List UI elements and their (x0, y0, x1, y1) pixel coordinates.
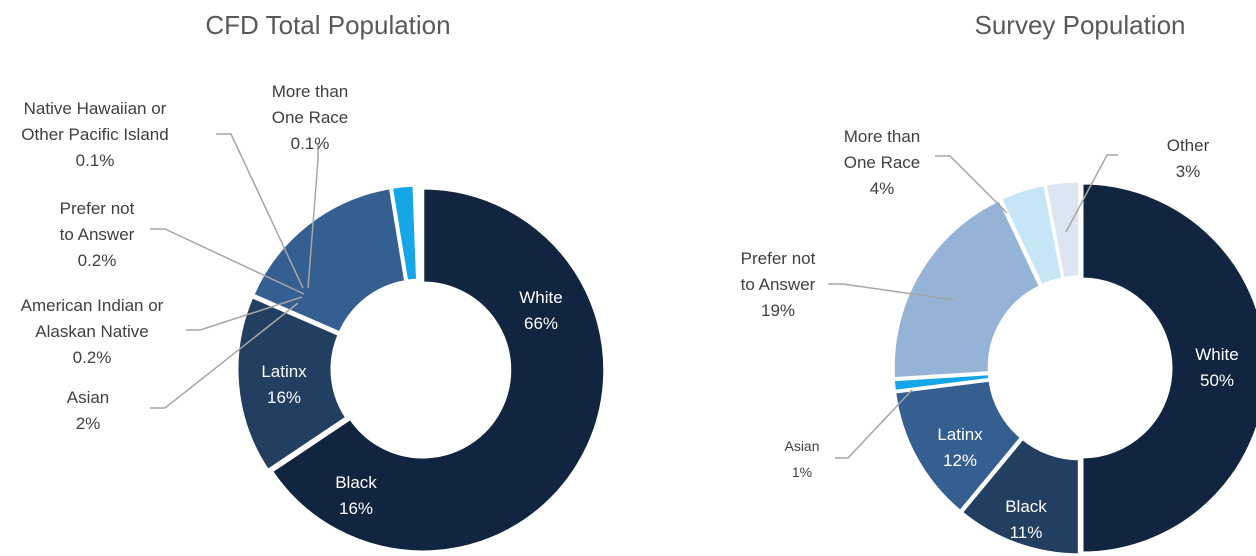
data-label-other: Other 3% (1167, 136, 1210, 181)
data-label-name: American Indian or (21, 296, 164, 315)
data-label-name: Alaskan Native (35, 322, 148, 341)
data-label-name: Latinx (261, 362, 307, 381)
data-label-name: More than (272, 82, 349, 101)
data-label-name: Black (335, 473, 377, 492)
leader-line-native-hawaiian-or-other-pacific-island (216, 133, 304, 289)
data-label-name: Black (1005, 497, 1047, 516)
donut-chart-2: Survey Population White 50% Black 11% Latinx 1… (741, 10, 1256, 556)
data-label-asian: Asian 1% (784, 438, 819, 480)
chart-title: Survey Population (974, 10, 1185, 40)
data-label-name: Other (1167, 136, 1210, 155)
data-labels: White 50% Black 11% Latinx 12% Asian 1% Prefer n… (741, 127, 1239, 542)
data-label-value: 11% (1010, 523, 1043, 542)
data-label-value: 12% (943, 451, 977, 470)
leader-line-asian (150, 302, 299, 409)
leader-line-prefer-not-to-answer (150, 228, 305, 295)
data-label-value: 3% (1176, 162, 1201, 181)
slice-prefer-not-to-answer (891, 197, 1043, 381)
data-label-value: 2% (76, 414, 101, 433)
data-label-value: 0.2% (73, 348, 112, 367)
data-label-value: 4% (870, 179, 895, 198)
leader-line-asian (835, 389, 913, 459)
data-label-american-indian-or-alaskan-native: American Indian or Alaskan Native 0.2% (21, 296, 164, 367)
data-label-value: 1% (792, 464, 812, 480)
data-label-white: White 66% (519, 288, 562, 333)
slice-black (959, 436, 1081, 556)
data-label-name: to Answer (60, 225, 135, 244)
data-label-name: Latinx (937, 425, 983, 444)
leader-line-prefer-not-to-answer (828, 283, 956, 301)
slice-white (1080, 181, 1256, 555)
data-label-name: Prefer not (60, 199, 135, 218)
data-label-asian: Asian 2% (67, 388, 110, 433)
data-label-white: White 50% (1195, 345, 1238, 390)
data-label-value: 50% (1200, 371, 1234, 390)
data-label-value: 0.2% (78, 251, 117, 270)
slice-white (269, 186, 607, 554)
slices (891, 179, 1256, 556)
data-label-value: 16% (339, 499, 373, 518)
data-label-name: to Answer (741, 275, 816, 294)
data-label-name: Native Hawaiian or (24, 99, 167, 118)
leader-lines (828, 154, 1118, 459)
slice-more-than-one-race (418, 183, 423, 282)
data-label-name: Asian (784, 438, 819, 454)
chart-title: CFD Total Population (205, 10, 450, 40)
data-label-value: 0.1% (76, 151, 115, 170)
data-label-name: Prefer not (741, 249, 816, 268)
data-label-native-hawaiian-or-other-pacific-island: Native Hawaiian or Other Pacific Island 0.… (21, 99, 168, 170)
data-label-more-than-one-race: More than One Race 4% (844, 127, 921, 198)
data-label-name: Asian (67, 388, 110, 407)
slice-black (235, 294, 349, 473)
leader-line-american-indian-or-alaskan-native (186, 296, 303, 331)
leader-lines (150, 133, 319, 409)
data-label-prefer-not-to-answer: Prefer not to Answer 0.2% (60, 199, 135, 270)
data-label-prefer-not-to-answer: Prefer not to Answer 19% (741, 249, 816, 320)
slice-other (1043, 179, 1082, 281)
data-label-name: White (519, 288, 562, 307)
data-label-black: Black 11% (1005, 497, 1047, 542)
data-label-name: White (1195, 345, 1238, 364)
data-label-black: Black 16% (335, 473, 377, 518)
leader-line-other (1065, 154, 1118, 233)
data-label-latinx: Latinx 12% (937, 425, 983, 470)
data-label-value: 16% (267, 388, 301, 407)
data-label-value: 66% (524, 314, 558, 333)
leader-line-more-than-one-race (935, 155, 1008, 214)
data-labels: White 66% Black 16% Latinx 16% Asian 2% American… (21, 82, 563, 518)
data-label-value: 0.1% (291, 134, 330, 153)
slice-latinx (250, 186, 408, 335)
slices (235, 183, 607, 554)
data-label-latinx: Latinx 16% (261, 362, 307, 407)
data-label-value: 19% (761, 301, 795, 320)
data-label-name: One Race (272, 108, 349, 127)
data-label-name: Other Pacific Island (21, 125, 168, 144)
data-label-more-than-one-race: More than One Race 0.1% (272, 82, 349, 153)
leader-line-more-than-one-race (307, 143, 319, 289)
data-label-name: More than (844, 127, 921, 146)
data-label-name: One Race (844, 153, 921, 172)
